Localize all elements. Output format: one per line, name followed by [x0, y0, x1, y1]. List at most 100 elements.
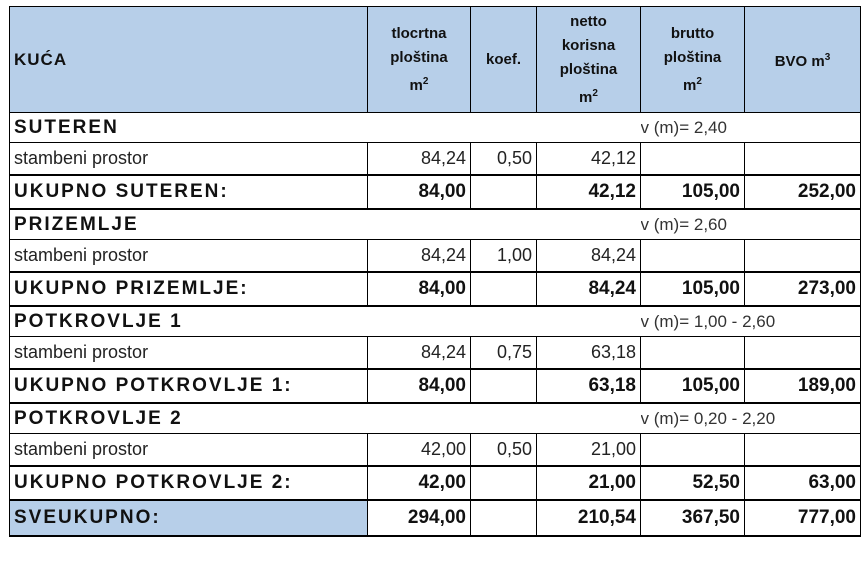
grand-total-row: SVEUKUPNO: 294,00 210,54 367,50 777,00	[9, 499, 861, 537]
section-row: PRIZEMLJE v (m)= 2,60	[9, 208, 861, 240]
section-row: POTKROVLJE 1 v (m)= 1,00 - 2,60	[9, 305, 861, 337]
item-brutto	[640, 142, 745, 176]
section-name: POTKROVLJE 1	[9, 305, 641, 337]
header-kuca: KUĆA	[9, 6, 368, 113]
item-koef: 0,75	[470, 336, 537, 370]
header-netto-line2: korisna	[561, 36, 616, 54]
header-netto: netto korisna ploština m2	[536, 6, 641, 113]
total-koef	[470, 465, 537, 501]
header-tlocrtna-line1: tlocrtna	[391, 24, 447, 42]
item-tlocrtna: 84,24	[367, 336, 471, 370]
item-label: stambeni prostor	[9, 433, 368, 467]
height-label: v (m)=	[640, 117, 690, 137]
total-netto: 84,24	[536, 271, 641, 307]
grand-total-brutto: 367,50	[640, 499, 745, 537]
header-netto-line3: ploština	[559, 60, 618, 78]
total-tlocrtna: 84,00	[367, 368, 471, 404]
total-label: UKUPNO PRIZEMLJE:	[9, 271, 368, 307]
total-netto: 63,18	[536, 368, 641, 404]
total-brutto: 105,00	[640, 271, 745, 307]
total-tlocrtna: 84,00	[367, 174, 471, 210]
height-label: v (m)=	[640, 311, 690, 331]
total-netto: 42,12	[536, 174, 641, 210]
height-label: v (m)=	[640, 408, 690, 428]
item-row: stambeni prostor 84,24 1,00 84,24	[9, 239, 861, 273]
total-koef	[470, 174, 537, 210]
header-tlocrtna-unit: m	[409, 76, 423, 94]
item-netto: 63,18	[536, 336, 641, 370]
height-value: 1,00 - 2,60	[693, 311, 776, 331]
sup-2: 2	[592, 87, 598, 99]
grand-total-koef	[470, 499, 537, 537]
section-height: v (m)= 1,00 - 2,60	[640, 305, 861, 337]
total-brutto: 105,00	[640, 174, 745, 210]
total-tlocrtna: 84,00	[367, 271, 471, 307]
grand-total-netto: 210,54	[536, 499, 641, 537]
item-koef: 0,50	[470, 433, 537, 467]
total-label: UKUPNO POTKROVLJE 2:	[9, 465, 368, 501]
total-koef	[470, 368, 537, 404]
header-brutto-line1: brutto	[670, 24, 715, 42]
total-row: UKUPNO SUTEREN: 84,00 42,12 105,00 252,0…	[9, 174, 861, 210]
item-koef: 1,00	[470, 239, 537, 273]
section-row: POTKROVLJE 2 v (m)= 0,20 - 2,20	[9, 402, 861, 434]
total-bvo: 189,00	[744, 368, 861, 404]
total-brutto: 105,00	[640, 368, 745, 404]
section-name: SUTEREN	[9, 112, 641, 143]
item-label: stambeni prostor	[9, 239, 368, 273]
total-brutto: 52,50	[640, 465, 745, 501]
item-tlocrtna: 42,00	[367, 433, 471, 467]
item-bvo	[744, 239, 861, 273]
item-brutto	[640, 433, 745, 467]
header-tlocrtna-line2: ploština	[390, 48, 448, 66]
total-row: UKUPNO POTKROVLJE 1: 84,00 63,18 105,00 …	[9, 368, 861, 404]
header-brutto: brutto ploština m2	[640, 6, 745, 113]
item-row: stambeni prostor 84,24 0,75 63,18	[9, 336, 861, 370]
height-value: 2,40	[693, 117, 727, 137]
item-label: stambeni prostor	[9, 142, 368, 176]
item-bvo	[744, 336, 861, 370]
item-tlocrtna: 84,24	[367, 239, 471, 273]
total-tlocrtna: 42,00	[367, 465, 471, 501]
section-row: SUTEREN v (m)= 2,40	[9, 112, 861, 143]
item-label: stambeni prostor	[9, 336, 368, 370]
item-netto: 21,00	[536, 433, 641, 467]
header-brutto-unit: m	[683, 76, 697, 94]
header-netto-unit: m	[579, 88, 593, 106]
item-bvo	[744, 433, 861, 467]
total-bvo: 252,00	[744, 174, 861, 210]
total-bvo: 273,00	[744, 271, 861, 307]
header-netto-line1: netto	[570, 12, 607, 30]
item-brutto	[640, 239, 745, 273]
sup-3: 3	[824, 51, 831, 63]
item-netto: 42,12	[536, 142, 641, 176]
grand-total-label: SVEUKUPNO:	[9, 499, 368, 537]
item-row: stambeni prostor 84,24 0,50 42,12	[9, 142, 861, 176]
header-koef: koef.	[470, 6, 537, 113]
sup-2: 2	[696, 75, 702, 87]
header-bvo: BVO m3	[744, 6, 861, 113]
item-row: stambeni prostor 42,00 0,50 21,00	[9, 433, 861, 467]
height-value: 0,20 - 2,20	[693, 408, 776, 428]
total-bvo: 63,00	[744, 465, 861, 501]
item-netto: 84,24	[536, 239, 641, 273]
sup-2: 2	[422, 75, 429, 87]
section-height: v (m)= 0,20 - 2,20	[640, 402, 861, 434]
total-label: UKUPNO POTKROVLJE 1:	[9, 368, 368, 404]
area-table: KUĆA tlocrtna ploština m2 koef. netto ko…	[9, 6, 861, 537]
section-name: PRIZEMLJE	[9, 208, 641, 240]
item-brutto	[640, 336, 745, 370]
total-label: UKUPNO SUTEREN:	[9, 174, 368, 210]
item-tlocrtna: 84,24	[367, 142, 471, 176]
total-row: UKUPNO PRIZEMLJE: 84,00 84,24 105,00 273…	[9, 271, 861, 307]
section-height: v (m)= 2,40	[640, 112, 861, 143]
height-value: 2,60	[693, 214, 727, 234]
header-tlocrtna: tlocrtna ploština m2	[367, 6, 471, 113]
height-label: v (m)=	[640, 214, 690, 234]
header-row: KUĆA tlocrtna ploština m2 koef. netto ko…	[9, 6, 861, 113]
total-netto: 21,00	[536, 465, 641, 501]
total-row: UKUPNO POTKROVLJE 2: 42,00 21,00 52,50 6…	[9, 465, 861, 501]
section-name: POTKROVLJE 2	[9, 402, 641, 434]
section-height: v (m)= 2,60	[640, 208, 861, 240]
grand-total-tlocrtna: 294,00	[367, 499, 471, 537]
